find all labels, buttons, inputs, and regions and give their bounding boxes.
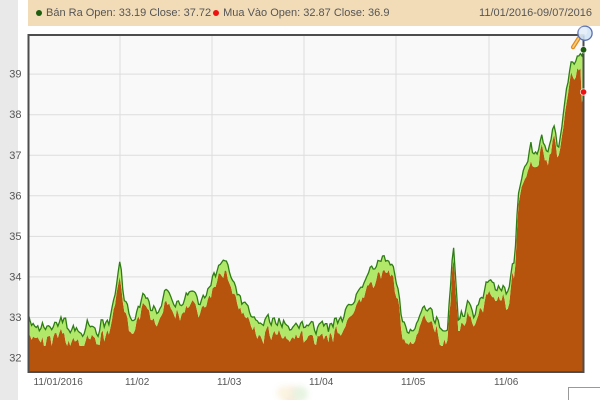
- svg-text:11/05: 11/05: [401, 377, 426, 388]
- svg-text:11/02: 11/02: [125, 377, 150, 388]
- svg-text:11/01/2016: 11/01/2016: [34, 377, 84, 388]
- svg-text:11/03: 11/03: [217, 377, 242, 388]
- svg-text:37: 37: [9, 150, 21, 162]
- svg-text:38: 38: [9, 109, 21, 121]
- svg-text:33: 33: [9, 312, 21, 324]
- svg-text:39: 39: [9, 69, 21, 81]
- svg-text:32: 32: [9, 353, 21, 365]
- svg-text:11/04: 11/04: [309, 377, 334, 388]
- svg-text:36: 36: [9, 190, 21, 202]
- svg-text:11/06: 11/06: [494, 377, 519, 388]
- svg-text:34: 34: [9, 271, 21, 283]
- svg-text:35: 35: [9, 231, 21, 243]
